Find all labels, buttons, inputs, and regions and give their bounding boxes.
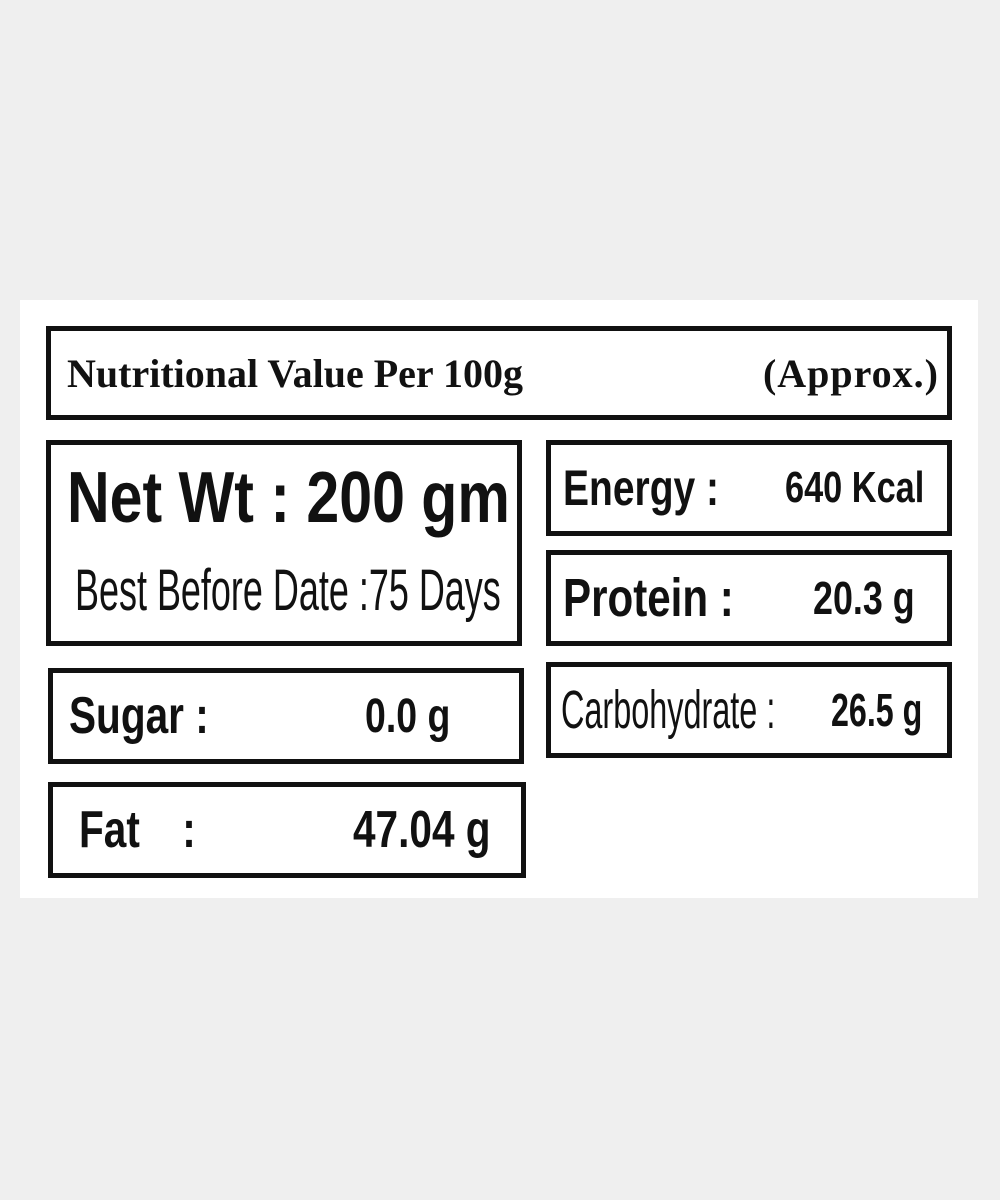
best-before-value: 75 Days bbox=[368, 558, 501, 623]
header-box: Nutritional Value Per 100g (Approx.) bbox=[46, 326, 952, 420]
protein-box: Protein : 20.3 g bbox=[546, 550, 952, 646]
nutrient-label: Fat : bbox=[79, 801, 196, 859]
nutrient-value: 20.3 g bbox=[813, 572, 915, 624]
fat-box: Fat : 47.04 g bbox=[48, 782, 526, 878]
header-row: Nutritional Value Per 100g bbox=[67, 331, 523, 415]
nutrient-value: 0.0 g bbox=[365, 689, 451, 743]
layout: 47.04 g bbox=[353, 787, 529, 873]
net-weight-value: 200 gm bbox=[306, 458, 510, 538]
best-before-line: Best Before Date :75 Days bbox=[75, 557, 762, 624]
energy-box: Energy : 640 Kcal bbox=[546, 440, 952, 536]
nutrient-label: Carbohydrate : bbox=[561, 680, 776, 740]
layout: Sugar : bbox=[69, 673, 248, 759]
layout: Best Before Date :75 Days bbox=[75, 557, 501, 624]
nutrient-value: 47.04 g bbox=[353, 801, 491, 859]
layout: Net Wt : 200 gm bbox=[67, 457, 510, 539]
layout: Energy : bbox=[563, 445, 763, 531]
layout: (Approx.) bbox=[763, 331, 939, 415]
layout: Fat : bbox=[79, 787, 229, 873]
net-weight-box: Net Wt : 200 gm Best Before Date :75 Day… bbox=[46, 440, 522, 646]
nutrient-value: 640 Kcal bbox=[785, 463, 925, 512]
nutrient-label: Sugar : bbox=[69, 687, 209, 745]
layout: Protein : bbox=[563, 555, 782, 641]
net-weight-label: Net Wt : bbox=[67, 458, 290, 538]
net-weight-line: Net Wt : 200 gm bbox=[67, 457, 607, 539]
carbohydrate-box: Carbohydrate : 26.5 g bbox=[546, 662, 952, 758]
sugar-box: Sugar : 0.0 g bbox=[48, 668, 524, 764]
layout: 0.0 g bbox=[365, 673, 474, 759]
layout: Carbohydrate : bbox=[561, 667, 918, 753]
layout: 640 Kcal bbox=[785, 445, 964, 531]
layout: 26.5 g bbox=[831, 667, 961, 753]
nutrient-value: 26.5 g bbox=[831, 684, 923, 736]
nutrient-label: Protein : bbox=[563, 568, 734, 628]
best-before-label: Best Before Date : bbox=[75, 558, 369, 623]
header-note: (Approx.) bbox=[762, 350, 939, 396]
layout: 20.3 g bbox=[813, 555, 943, 641]
nutrient-label: Energy : bbox=[563, 460, 720, 516]
header-title: Nutritional Value Per 100g bbox=[67, 350, 523, 396]
